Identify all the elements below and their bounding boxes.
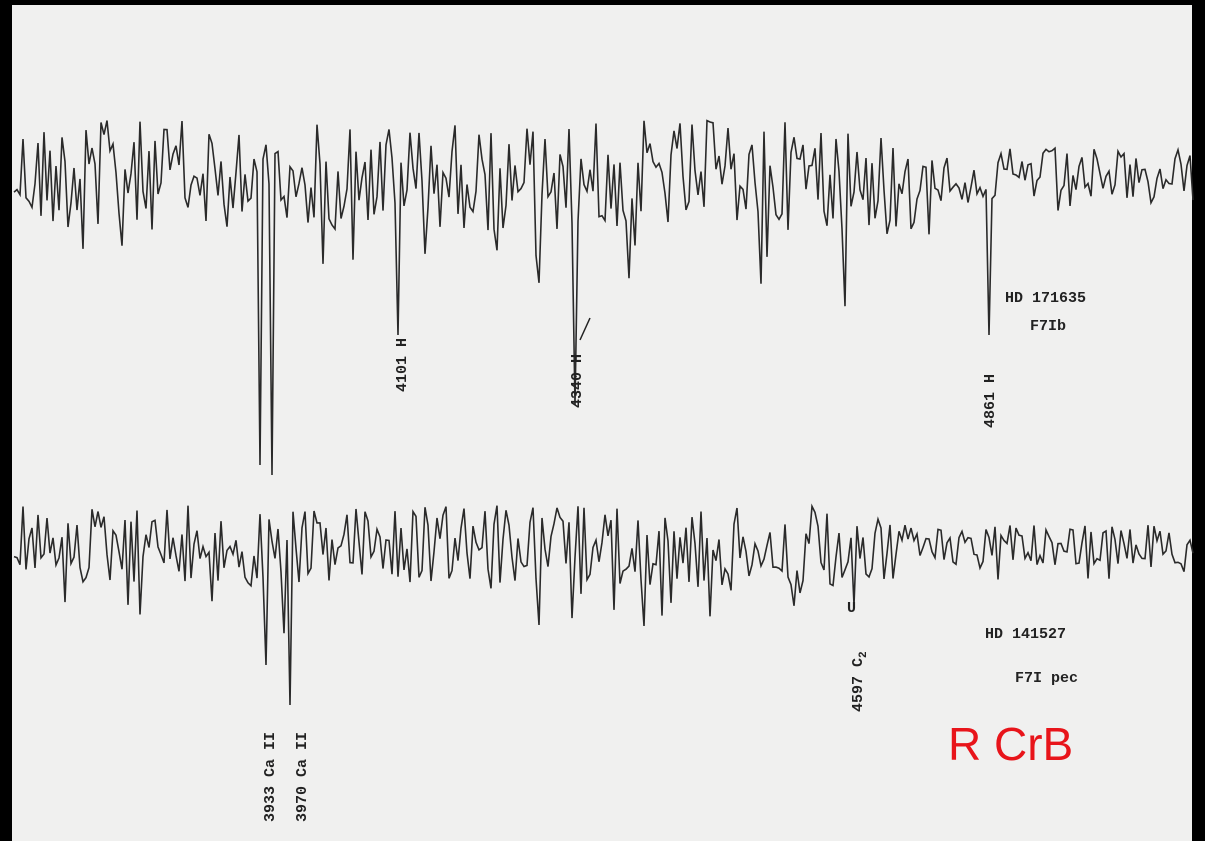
line-label: 4340 H	[569, 354, 586, 408]
class-label: F7Ib	[1030, 318, 1066, 335]
spectra-figure: HD 171635 F7Ib 4101 H 4340 H 4861 H HD 1…	[0, 0, 1205, 841]
caption: R CrB	[948, 718, 1073, 770]
figure: HD 171635 F7Ib 4101 H 4340 H 4861 H HD 1…	[0, 0, 1205, 841]
mark-label: U	[847, 600, 856, 617]
class-label: F7I pec	[1015, 670, 1078, 687]
line-label: 4101 H	[394, 338, 411, 392]
line-label: 3933 Ca II	[262, 732, 279, 822]
line-label: 4861 H	[982, 374, 999, 428]
star-label: HD 141527	[985, 626, 1066, 643]
paper	[12, 5, 1192, 841]
star-label: HD 171635	[1005, 290, 1086, 307]
line-label: 3970 Ca II	[294, 732, 311, 822]
